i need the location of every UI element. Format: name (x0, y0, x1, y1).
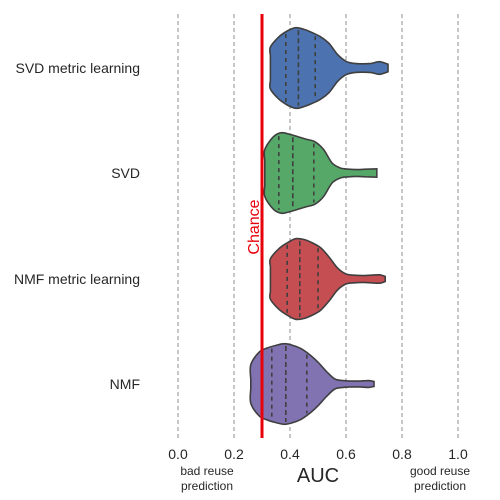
x-tick-label: 0.0 (168, 446, 188, 462)
chance-line-group: Chance (246, 14, 264, 438)
left-note-line-2: prediction (181, 479, 233, 493)
left-note-line-1: bad reuse (180, 464, 234, 478)
category-label: NMF (110, 376, 140, 392)
category-label: NMF metric learning (14, 271, 140, 287)
violin-3 (249, 342, 375, 426)
right-note-line-1: good reuse (410, 464, 470, 478)
violins (249, 26, 389, 426)
x-axis-label: AUC (297, 465, 339, 487)
category-label: SVD metric learning (16, 60, 141, 76)
violin-1 (263, 131, 378, 215)
right-note-line-2: prediction (414, 479, 466, 493)
x-tick-label: 0.2 (224, 446, 244, 462)
x-tick-label: 1.0 (448, 446, 468, 462)
x-tick-label: 0.6 (336, 446, 356, 462)
x-tick-label: 0.4 (280, 446, 300, 462)
x-tick-label: 0.8 (392, 446, 412, 462)
violin-0 (268, 26, 389, 110)
category-label: SVD (111, 165, 140, 181)
chance-label: Chance (246, 199, 263, 254)
x-axis-ticks: 0.0 0.2 0.4 0.6 0.8 1.0 (168, 446, 468, 462)
violin-2 (268, 237, 386, 321)
category-labels: SVD metric learning SVD NMF metric learnin… (14, 60, 140, 392)
